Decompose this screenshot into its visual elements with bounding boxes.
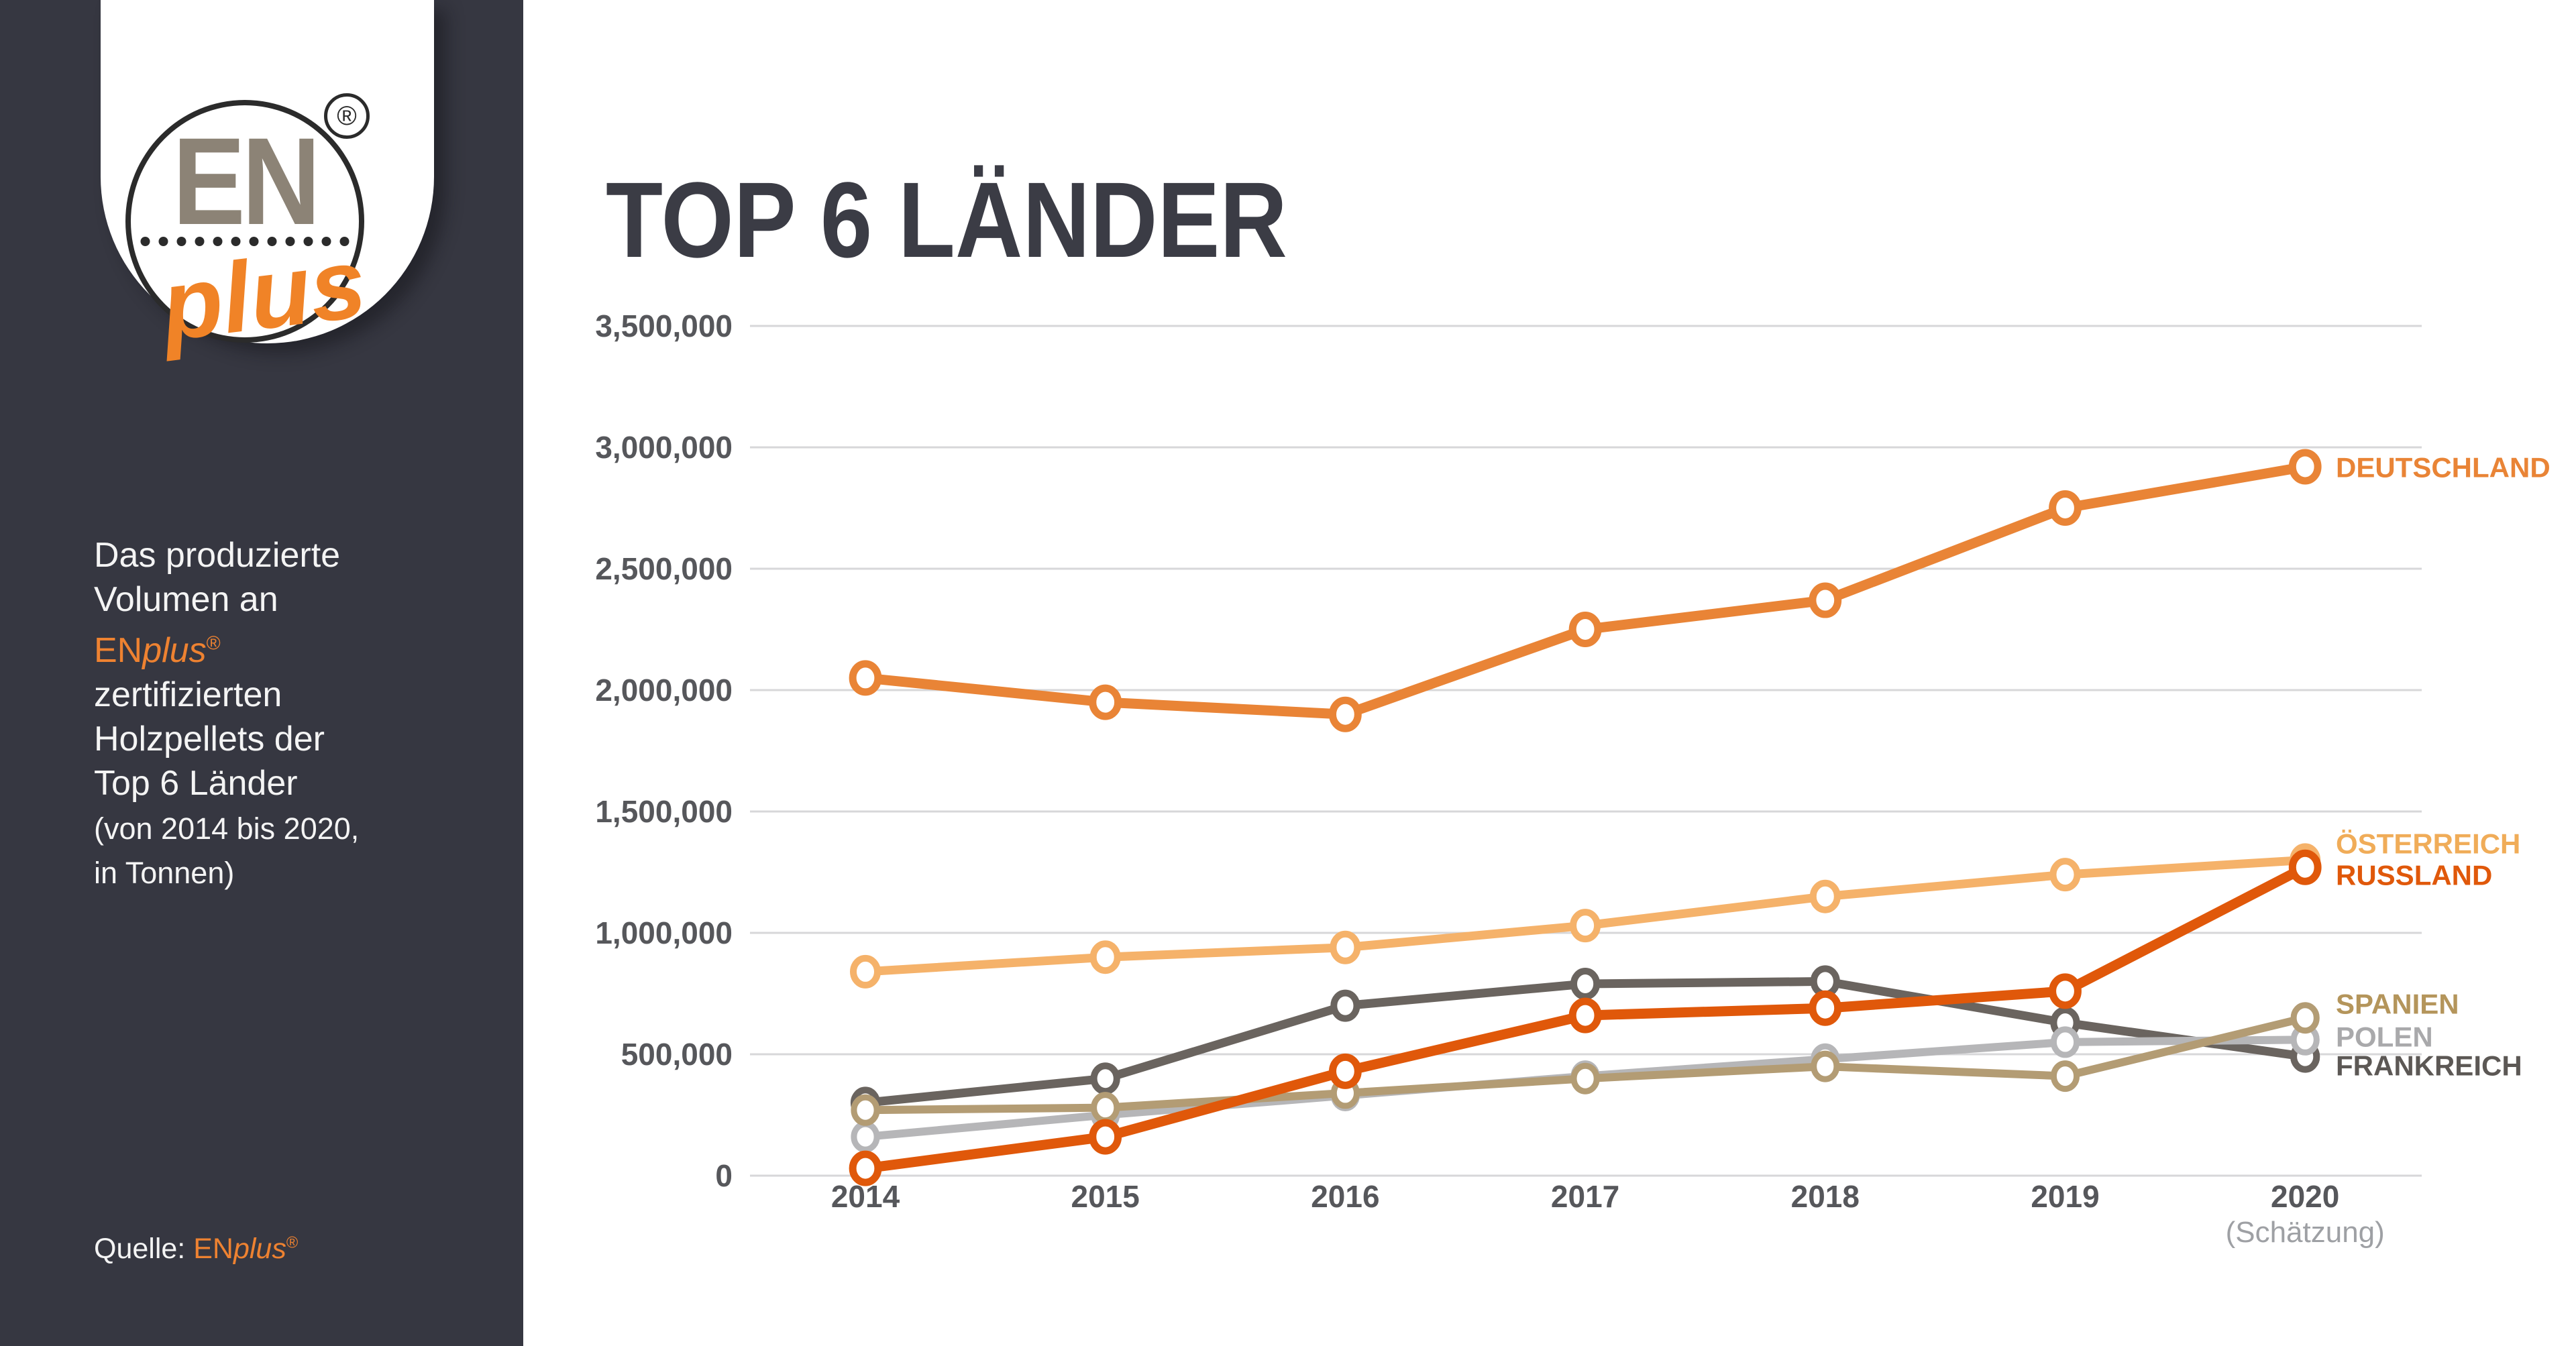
marker-osterreich-2018 — [1809, 879, 1841, 913]
y-tick-label-1500000: 1,500,000 — [595, 794, 733, 829]
marker-russland-2018 — [1809, 990, 1842, 1026]
chart-description: Das produzierte Volumen an ENplus® zerti… — [94, 533, 483, 894]
source-line: Quelle: ENplus® — [94, 1233, 298, 1266]
logo-dot — [231, 237, 241, 246]
logo-dot — [140, 237, 150, 246]
registered-trademark-icon: ® — [324, 93, 370, 139]
page-title: TOP 6 LÄNDER — [606, 160, 1287, 280]
marker-osterreich-2014 — [850, 954, 881, 989]
marker-frankreich-2015 — [1090, 1062, 1120, 1095]
series-label-deutschland: DEUTSCHLAND — [2336, 452, 2551, 484]
brand-name: ENplus® — [94, 631, 221, 671]
marker-deutschland-2016 — [1329, 696, 1362, 732]
y-tick-label-3000000: 3,000,000 — [595, 430, 733, 465]
x-annotation: (Schätzung) — [2226, 1216, 2385, 1249]
y-tick-label-1000000: 1,000,000 — [595, 915, 733, 950]
marker-frankreich-2017 — [1570, 968, 1601, 1001]
y-tick-label-2000000: 2,000,000 — [595, 673, 733, 708]
marker-spanien-2019 — [2050, 1060, 2080, 1092]
y-tick-label-3500000: 3,500,000 — [595, 309, 733, 343]
logo-dot — [321, 237, 331, 246]
marker-deutschland-2015 — [1089, 684, 1122, 720]
marker-russland-2014 — [849, 1150, 882, 1186]
enplus-logo-circle: EN plus — [125, 100, 372, 362]
y-tick-label-500000: 500,000 — [621, 1037, 733, 1072]
logo-dot — [158, 237, 168, 246]
source-brand: ENplus® — [193, 1233, 299, 1265]
marker-deutschland-2017 — [1568, 612, 1602, 647]
marker-deutschland-2014 — [849, 660, 882, 696]
x-tick-label-2018: 2018 — [1791, 1179, 1860, 1214]
logo-dot — [176, 237, 186, 246]
marker-spanien-2018 — [1811, 1050, 1840, 1082]
marker-polen-2019 — [2050, 1026, 2080, 1058]
marker-osterreich-2017 — [1570, 909, 1601, 943]
marker-russland-2016 — [1329, 1053, 1362, 1089]
series-label-spanien: SPANIEN — [2336, 989, 2459, 1020]
marker-frankreich-2018 — [1810, 965, 1840, 998]
logo-dot — [339, 237, 350, 246]
logo-dotted-line-icon — [140, 237, 350, 246]
marker-spanien-2014 — [851, 1094, 880, 1126]
desc-line: Das produzierte — [94, 536, 341, 575]
marker-spanien-2020 — [2290, 1002, 2320, 1034]
desc-line: Holzpellets der — [94, 720, 325, 759]
logo-dot — [285, 237, 295, 246]
desc-line: Volumen an — [94, 580, 278, 619]
marker-osterreich-2019 — [2049, 858, 2081, 892]
marker-russland-2017 — [1568, 997, 1602, 1033]
marker-spanien-2015 — [1091, 1092, 1120, 1124]
logo-dot — [267, 237, 277, 246]
enplus-logo-badge: EN plus ® — [101, 0, 434, 362]
logo-dot — [195, 237, 205, 246]
marker-russland-2019 — [2049, 973, 2082, 1009]
desc-subline: in Tonnen) — [94, 856, 235, 891]
marker-deutschland-2019 — [2049, 490, 2082, 526]
marker-deutschland-2020 — [2288, 449, 2322, 485]
y-tick-label-0: 0 — [715, 1158, 733, 1193]
logo-dot — [249, 237, 259, 246]
logo-dot — [303, 237, 313, 246]
series-label-frankreich: FRANKREICH — [2336, 1050, 2522, 1082]
x-tick-label-2015: 2015 — [1071, 1179, 1140, 1214]
desc-subline: (von 2014 bis 2020, — [94, 811, 360, 846]
series-line-deutschland — [860, 461, 2310, 720]
x-tick-label-2019: 2019 — [2031, 1179, 2099, 1214]
marker-russland-2020 — [2288, 849, 2322, 885]
x-tick-label-2017: 2017 — [1551, 1179, 1619, 1214]
marker-deutschland-2018 — [1809, 582, 1842, 618]
desc-line: zertifizierten — [94, 675, 282, 715]
marker-polen-2014 — [851, 1121, 880, 1153]
source-label: Quelle: — [94, 1233, 186, 1265]
logo-en-text: EN — [172, 113, 321, 251]
y-tick-label-2500000: 2,500,000 — [595, 551, 733, 586]
marker-frankreich-2016 — [1330, 989, 1360, 1022]
marker-osterreich-2015 — [1089, 940, 1121, 974]
series-label-osterreich: ÖSTERREICH — [2336, 828, 2520, 860]
series-label-polen: POLEN — [2336, 1021, 2433, 1053]
desc-line: Top 6 Länder — [94, 764, 298, 803]
marker-spanien-2017 — [1570, 1062, 1600, 1095]
marker-osterreich-2016 — [1330, 930, 1361, 964]
sidebar: EN plus ® Das produzierte Volumen an ENp… — [0, 0, 523, 1346]
series-label-russland: RUSSLAND — [2336, 860, 2492, 891]
marker-russland-2015 — [1089, 1119, 1122, 1155]
logo-dot — [213, 237, 223, 246]
x-tick-label-2020: 2020 — [2271, 1179, 2339, 1214]
x-tick-label-2016: 2016 — [1311, 1179, 1379, 1214]
